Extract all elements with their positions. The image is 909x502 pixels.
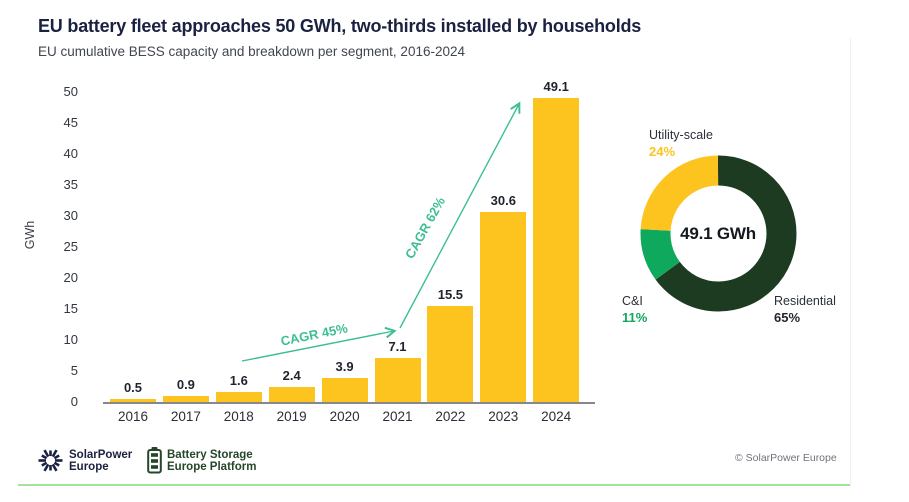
battery-storage-platform-logo-text: Battery Storage Europe Platform [167, 449, 256, 473]
x-tick-label: 2023 [488, 409, 519, 424]
bar-2022 [427, 306, 474, 402]
bar-2021 [374, 358, 421, 402]
bar-2024 [533, 98, 580, 402]
battery-logo-line1: Battery Storage [167, 449, 253, 461]
donut-center-value: 49.1 GWh [680, 224, 756, 243]
bar-2019 [268, 387, 315, 402]
x-tick-label: 2021 [382, 409, 413, 424]
solarpower-sunburst-icon [38, 449, 63, 472]
x-tick-label: 2016 [117, 409, 149, 424]
x-tick-label: 2017 [170, 409, 201, 424]
bar-value-label: 3.9 [335, 359, 354, 374]
residential-pct: 65% [774, 310, 801, 325]
x-tick-label: 2018 [223, 409, 254, 424]
cagr-45-label: CAGR 45% [279, 320, 349, 348]
battery-logo-line2: Europe Platform [167, 461, 257, 473]
y-tick-label: 35 [63, 177, 78, 192]
bar-2017 [162, 396, 209, 402]
solarpower-logo-line1: SolarPower [69, 449, 133, 461]
battery-icon [147, 447, 162, 474]
y-tick-label: 20 [63, 270, 78, 285]
bar-value-label: 49.1 [543, 79, 569, 94]
x-tick-label: 2024 [541, 409, 572, 424]
residential-label: Residential [774, 294, 836, 308]
y-tick-label: 50 [63, 84, 78, 99]
y-tick-label: 15 [63, 301, 78, 316]
bottom-accent-line [18, 484, 850, 486]
y-tick-label: 10 [63, 332, 78, 347]
cagr-62-label: CAGR 62% [402, 194, 448, 261]
bar-value-label: 7.1 [388, 339, 407, 354]
donut-rings [640, 155, 797, 312]
page-subtitle: EU cumulative BESS capacity and breakdow… [38, 44, 465, 59]
bar-value-label: 0.5 [123, 380, 143, 395]
bar-2023 [480, 212, 527, 402]
ci-pct: 11% [622, 310, 648, 325]
x-tick-label: 2019 [276, 409, 307, 424]
bar-value-label: 0.9 [176, 377, 195, 392]
bar-value-label: 1.6 [229, 373, 248, 388]
bar-value-label: 15.5 [437, 287, 464, 302]
bar-2016 [110, 399, 156, 402]
donut-segment-utility [640, 155, 797, 312]
solarpower-europe-logo-text: SolarPower Europe [69, 449, 132, 473]
solarpower-logo-line2: Europe [69, 461, 109, 473]
x-tick-label: 2020 [329, 409, 360, 424]
utility-scale-pct: 24% [649, 144, 676, 159]
y-axis-title: GWh [23, 220, 38, 250]
y-tick-label: 5 [70, 363, 78, 378]
bar-value-label: 2.4 [282, 368, 301, 383]
copyright-text: © SolarPower Europe [735, 452, 837, 464]
ci-label: C&I [622, 294, 643, 308]
bar-2018 [215, 392, 262, 402]
x-tick-label: 2022 [435, 409, 466, 424]
page-title: EU battery fleet approaches 50 GWh, two-… [38, 16, 642, 36]
utility-scale-label: Utility-scale [649, 128, 713, 142]
card-right-edge [850, 38, 851, 486]
y-tick-label: 30 [63, 208, 78, 223]
y-tick-label: 45 [63, 115, 78, 130]
y-tick-label: 25 [63, 239, 78, 254]
bar-2020 [321, 378, 368, 402]
bar-value-label: 30.6 [490, 193, 516, 208]
y-tick-label: 0 [70, 394, 78, 409]
y-tick-label: 40 [63, 146, 78, 161]
donut-segment-ci [640, 155, 797, 312]
x-axis-line [103, 402, 595, 404]
